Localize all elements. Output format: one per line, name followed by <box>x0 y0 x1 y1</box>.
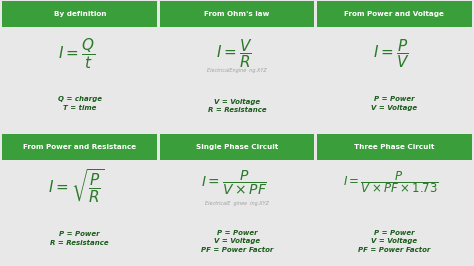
Text: $I = \sqrt{\dfrac{P}{R}}$: $I = \sqrt{\dfrac{P}{R}}$ <box>48 168 105 205</box>
Text: $I = \dfrac{P}{V}$: $I = \dfrac{P}{V}$ <box>373 37 410 70</box>
Text: From Power and Resistance: From Power and Resistance <box>23 144 137 150</box>
Text: P = Power
V = Voltage
PF = Power Factor: P = Power V = Voltage PF = Power Factor <box>358 230 430 253</box>
Text: P = Power
V = Voltage
PF = Power Factor: P = Power V = Voltage PF = Power Factor <box>201 230 273 253</box>
Text: ElectricalEngine  ng.XYZ: ElectricalEngine ng.XYZ <box>207 68 267 73</box>
Bar <box>160 1 314 27</box>
Bar <box>2 1 157 27</box>
Bar <box>317 1 472 27</box>
Text: Single Phase Circuit: Single Phase Circuit <box>196 144 278 150</box>
Text: Q = charge
T = time: Q = charge T = time <box>58 96 102 110</box>
Text: $I = \dfrac{Q}{t}$: $I = \dfrac{Q}{t}$ <box>58 36 95 71</box>
Text: $I = \dfrac{P}{V \times PF}$: $I = \dfrac{P}{V \times PF}$ <box>201 168 267 197</box>
Text: Three Phase Circuit: Three Phase Circuit <box>354 144 434 150</box>
Bar <box>2 134 157 160</box>
Text: By definition: By definition <box>54 11 106 17</box>
Bar <box>160 134 314 160</box>
Text: P = Power
V = Voltage: P = Power V = Voltage <box>371 96 417 111</box>
Text: $I = \dfrac{V}{R}$: $I = \dfrac{V}{R}$ <box>216 37 252 70</box>
Text: ElectricalE  ginee  ing.XYZ: ElectricalE ginee ing.XYZ <box>205 201 269 206</box>
Bar <box>317 134 472 160</box>
Text: From Ohm's law: From Ohm's law <box>204 11 270 17</box>
Text: V = Voltage
R = Resistance: V = Voltage R = Resistance <box>208 99 266 113</box>
Text: From Power and Voltage: From Power and Voltage <box>344 11 444 17</box>
Text: $I = \dfrac{P}{V \times PF \times 1.73}$: $I = \dfrac{P}{V \times PF \times 1.73}$ <box>343 169 439 195</box>
Text: P = Power
R = Resistance: P = Power R = Resistance <box>51 231 109 246</box>
